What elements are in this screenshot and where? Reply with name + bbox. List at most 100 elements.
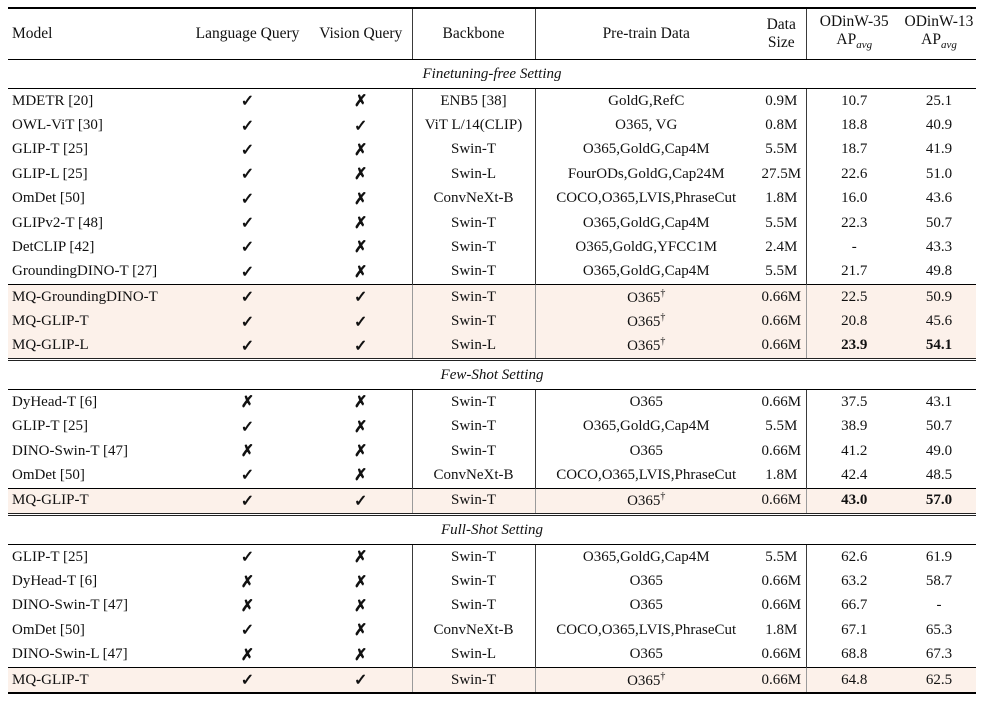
column-header-model: Model [8, 8, 185, 60]
data-size-cell: 1.8M [765, 621, 798, 638]
odinw35-ap-cell: 20.8 [805, 309, 902, 334]
data-size-cell: 0.66M [757, 284, 806, 310]
cross-icon: ✗ [240, 443, 255, 461]
cross-icon: ✗ [354, 215, 368, 233]
odinw13-ap-cell: 67.3 [925, 646, 953, 663]
odinw13-ap-cell: 41.9 [925, 141, 953, 158]
backbone-cell: Swin-T [411, 544, 535, 570]
data-size-cell: 0.66M [761, 442, 802, 459]
odinw35-ap-cell: 10.7 [805, 88, 902, 114]
data-size-cell: 0.66M [757, 309, 806, 334]
data-size-cell: 0.66M [757, 487, 806, 515]
odinw13-ap-label: APavg [921, 31, 957, 52]
odinw35-ap-cell: 16.0 [805, 186, 902, 211]
section-title: Full-Shot Setting [8, 513, 976, 545]
model-cell: MQ-GLIP-T [8, 487, 185, 515]
odinw35-label: ODinW-35 [819, 13, 889, 31]
model-cell: GLIPv2-T [48] [12, 214, 103, 231]
dagger-mark: † [660, 670, 666, 682]
cross-icon: ✗ [354, 597, 368, 615]
backbone-cell: ConvNeXt-B [411, 186, 535, 211]
odinw35-ap-cell: 68.8 [805, 642, 902, 668]
language-query-cell: ✗ [185, 390, 310, 415]
data-size-cell: 27.5M [761, 165, 802, 182]
language-query-cell: ✓ [185, 187, 310, 211]
model-cell: GLIP-T [25] [12, 548, 88, 565]
odinw35-ap-cell: 22.6 [805, 162, 902, 187]
table-row: OmDet [50] ✓ ✗ ConvNeXt-B COCO,O365,LVIS,Phr… [8, 186, 976, 211]
data-size-cell: 1.8M [765, 466, 798, 483]
model-cell: DINO-Swin-T [47] [12, 597, 128, 614]
backbone-cell: Swin-T [411, 137, 535, 163]
data-size-cell: 0.66M [757, 666, 806, 694]
pretrain-data-cell: O365† [534, 309, 757, 334]
model-cell: DyHead-T [6] [12, 573, 98, 590]
table-row: DyHead-T [6] ✗ ✗ Swin-T O365 0.66M 63.2 58.7 [8, 569, 976, 594]
section-title-row: Few-Shot Setting [8, 358, 976, 391]
check-icon: ✓ [240, 93, 255, 111]
odinw35-ap-cell: 41.2 [805, 438, 902, 464]
language-query-cell: ✓ [185, 89, 310, 114]
cross-icon: ✗ [354, 166, 368, 184]
table-row: OmDet [50] ✓ ✗ ConvNeXt-B COCO,O365,LVIS,Phr… [8, 618, 976, 643]
cross-icon: ✗ [354, 573, 368, 591]
pretrain-data-cell: O365,GoldG,Cap4M [534, 137, 757, 163]
vision-query-cell: ✓ [310, 309, 412, 334]
check-icon: ✓ [354, 117, 368, 135]
odinw35-ap-cell: 22.5 [805, 284, 902, 310]
cross-icon: ✗ [240, 573, 255, 591]
cross-icon: ✗ [354, 190, 368, 208]
pretrain-data-cell: O365,GoldG,YFCC1M [534, 235, 757, 260]
data-size-cell: 0.9M [765, 92, 798, 109]
check-icon: ✓ [240, 117, 255, 135]
data-size-cell: 5.5M [765, 548, 798, 565]
model-cell: DetCLIP [42] [12, 238, 95, 255]
odinw13-ap-cell: 57.0 [902, 487, 976, 515]
section-title-row: Finetuning-free Setting [8, 59, 976, 89]
odinw13-ap-cell: 49.0 [925, 442, 953, 459]
odinw13-ap-cell: 40.9 [925, 117, 953, 134]
pretrain-data-cell: O365 [534, 389, 757, 415]
vision-query-cell: ✗ [310, 439, 412, 463]
table-row: MDETR [20] ✓ ✗ ENB5 [38] GoldG,RefC 0.9M 10.7 2… [8, 88, 976, 114]
check-icon: ✓ [240, 549, 255, 567]
table-row: DetCLIP [42] ✓ ✗ Swin-T O365,GoldG,YFCC1M 2.4… [8, 235, 976, 260]
odinw35-ap-cell: 18.8 [805, 113, 902, 138]
model-cell: GLIP-L [25] [12, 165, 88, 182]
cross-icon: ✗ [354, 646, 368, 664]
column-header-vision-query: Vision Query [310, 8, 412, 60]
vision-query-cell: ✗ [310, 545, 412, 570]
vision-query-cell: ✗ [310, 187, 412, 211]
pretrain-data-cell: O365 [534, 569, 757, 594]
pretrain-data-cell: O365† [534, 666, 757, 694]
data-size-cell: 0.66M [761, 393, 802, 410]
table-row: DyHead-T [6] ✗ ✗ Swin-T O365 0.66M 37.5 43.1 [8, 389, 976, 415]
table-row: DINO-Swin-L [47] ✗ ✗ Swin-L O365 0.66M 68.8 67.… [8, 642, 976, 668]
odinw13-ap-cell: 50.7 [925, 214, 953, 231]
cross-icon: ✗ [354, 239, 368, 257]
model-cell: MQ-GroundingDINO-T [8, 284, 185, 310]
backbone-cell: Swin-T [411, 389, 535, 415]
language-query-cell: ✗ [185, 594, 310, 618]
odinw13-ap-cell: 61.9 [925, 548, 953, 565]
column-header-language-query: Language Query [185, 8, 310, 60]
model-cell: GLIP-T [25] [12, 418, 88, 435]
odinw13-ap-cell: 54.1 [902, 333, 976, 360]
pretrain-data-cell: GoldG,RefC [534, 88, 757, 114]
odinw13-ap-cell: 62.5 [902, 666, 976, 694]
table-row: MQ-GroundingDINO-T ✓ ✓ Swin-T O365† 0.66M 22.5… [8, 284, 976, 310]
odinw13-ap-cell: 58.7 [925, 573, 953, 590]
check-icon: ✓ [240, 141, 255, 159]
pretrain-data-cell: O365† [534, 487, 757, 515]
model-cell: DINO-Swin-L [47] [12, 646, 128, 663]
language-query-cell: ✓ [185, 309, 310, 334]
pretrain-data-cell: O365 [534, 593, 757, 619]
odinw13-label: ODinW-13 [904, 13, 974, 31]
vision-query-cell: ✓ [310, 284, 412, 310]
check-icon: ✓ [354, 289, 368, 307]
check-icon: ✓ [240, 166, 255, 184]
language-query-cell: ✓ [185, 211, 310, 235]
vision-query-cell: ✗ [310, 569, 412, 593]
data-size-cell: 1.8M [765, 190, 798, 207]
column-header-data-size: Data Size [757, 8, 806, 60]
